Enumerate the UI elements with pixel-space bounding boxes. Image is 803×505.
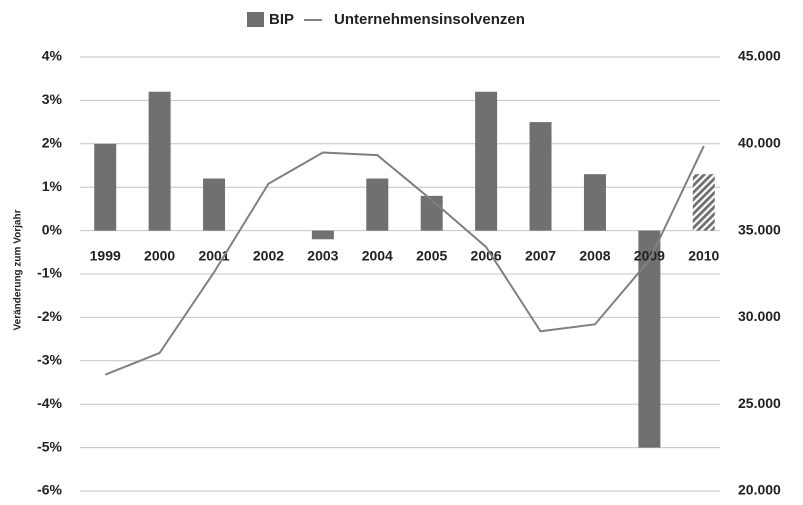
x-tick-label: 2009	[634, 248, 665, 264]
bar	[583, 174, 606, 231]
y-tick-label: 0%	[42, 221, 63, 237]
y-tick-label: 4%	[42, 48, 63, 64]
y2-tick-label: 40.000	[738, 135, 781, 151]
x-tick-label: 2000	[144, 248, 175, 264]
x-tick-label: 1999	[90, 248, 121, 264]
x-tick-label: 2006	[471, 248, 502, 264]
bar	[475, 91, 498, 231]
bar	[638, 230, 661, 448]
y-tick-label: 2%	[42, 135, 63, 151]
y2-tick-label: 35.000	[738, 221, 781, 237]
y-tick-label: -6%	[37, 482, 62, 498]
y-tick-label: -1%	[37, 265, 62, 281]
y2-tick-label: 25.000	[738, 395, 781, 411]
x-tick-label: 2008	[579, 248, 610, 264]
bar	[366, 178, 389, 231]
legend-swatch	[247, 12, 264, 27]
legend-label: BIP	[269, 11, 294, 28]
x-tick-label: 2005	[416, 248, 447, 264]
x-tick-label: 2010	[688, 248, 719, 264]
bar	[148, 91, 171, 231]
x-tick-label: 2007	[525, 248, 556, 264]
y-tick-label: -3%	[37, 352, 62, 368]
x-tick-label: 2002	[253, 248, 284, 264]
bar	[94, 143, 117, 231]
y-tick-label: -2%	[37, 308, 62, 324]
x-tick-label: 2004	[362, 248, 393, 264]
y-axis-title: Veränderung zum Vorjahr	[13, 209, 24, 330]
legend-label: Unternehmensinsolvenzen	[334, 11, 525, 28]
y2-tick-label: 20.000	[738, 482, 781, 498]
y-tick-label: -4%	[37, 395, 62, 411]
y-tick-label: 3%	[42, 91, 63, 107]
bar	[529, 122, 552, 231]
y2-tick-label: 45.000	[738, 48, 781, 64]
x-tick-label: 2003	[307, 248, 338, 264]
y-tick-label: -5%	[37, 438, 62, 454]
y-tick-label: 1%	[42, 178, 63, 194]
bar	[311, 230, 334, 240]
y2-tick-label: 30.000	[738, 308, 781, 324]
bar	[692, 174, 715, 231]
line	[104, 145, 705, 376]
bar	[203, 178, 226, 231]
